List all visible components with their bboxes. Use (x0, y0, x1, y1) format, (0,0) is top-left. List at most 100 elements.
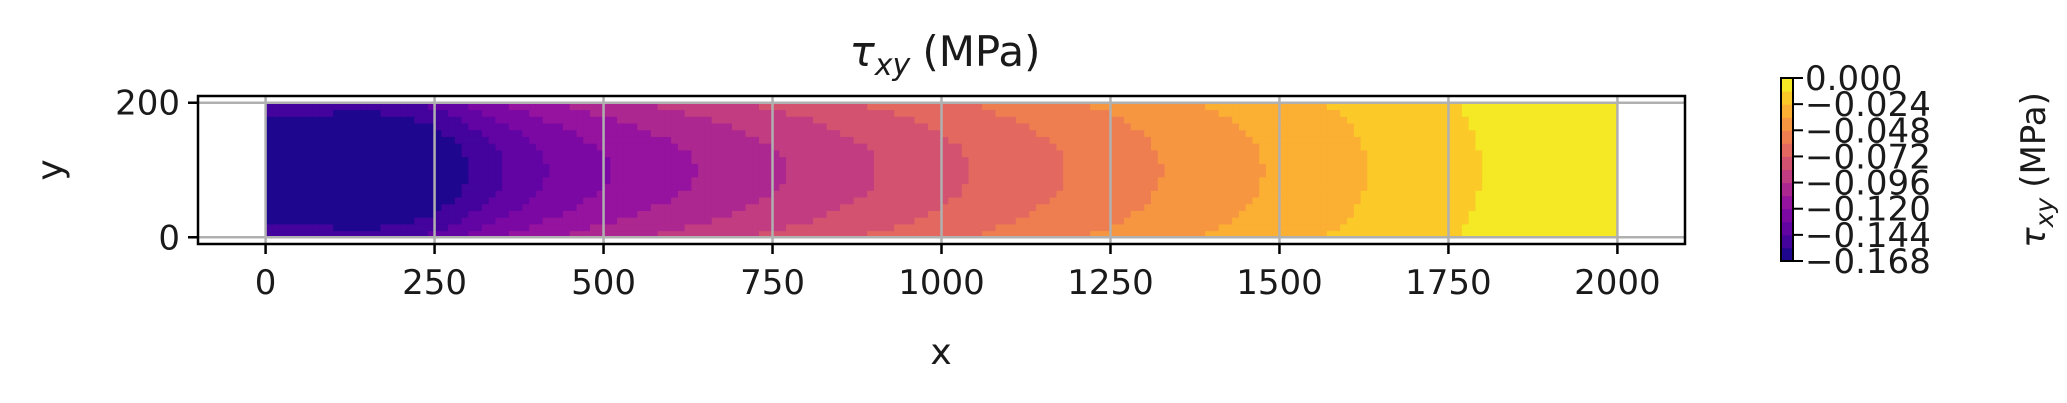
contour-cell (1123, 163, 1132, 171)
contour-cell (677, 136, 686, 144)
contour-cell (1380, 102, 1389, 111)
contour-cell (684, 223, 693, 232)
contour-cell (1049, 136, 1058, 144)
contour-cell (1360, 163, 1368, 171)
contour-cell (1353, 196, 1362, 205)
contour-cell (414, 203, 422, 211)
contour-cell (569, 129, 578, 137)
contour-cell (535, 190, 544, 198)
contour-cell (948, 196, 956, 205)
contour-cell (948, 190, 956, 198)
contour-cell (1211, 122, 1220, 131)
contour-cell (786, 203, 794, 211)
contour-cell (360, 143, 368, 151)
contour-cell (515, 210, 524, 218)
contour-cell (1549, 190, 1558, 198)
contour-cell (1110, 109, 1118, 117)
contour-cell (975, 102, 983, 111)
contour-cell (941, 217, 949, 225)
contour-cell (1482, 122, 1490, 131)
contour-cell (779, 183, 787, 191)
contour-cell (975, 183, 983, 191)
contour-cell (562, 149, 571, 158)
contour-cell (914, 217, 922, 225)
contour-cell (617, 129, 625, 137)
contour-cell (515, 203, 524, 211)
contour-cell (887, 129, 895, 137)
contour-cell (1448, 176, 1456, 185)
contour-cell (731, 196, 740, 205)
contour-cell (508, 176, 517, 185)
contour-cell (779, 156, 787, 164)
contour-cell (319, 149, 328, 158)
contour-cell (272, 223, 280, 232)
contour-cell (792, 176, 801, 185)
contour-cell (1421, 136, 1429, 144)
contour-cell (975, 196, 983, 205)
contour-cell (698, 210, 706, 218)
contour-cell (535, 196, 544, 205)
contour-cell (366, 109, 375, 117)
contour-cell (799, 183, 807, 191)
contour-cell (1049, 116, 1058, 124)
contour-cell (1367, 149, 1375, 158)
contour-cell (677, 129, 686, 137)
contour-cell (603, 196, 611, 205)
contour-cell (982, 176, 990, 185)
contour-cell (1468, 176, 1477, 185)
contour-cell (873, 163, 882, 171)
contour-cell (880, 122, 889, 131)
contour-cell (522, 223, 530, 232)
contour-cell (596, 223, 605, 232)
contour-cell (921, 230, 929, 238)
contour-cell (1252, 163, 1260, 171)
contour-cell (596, 129, 605, 137)
contour-cell (1184, 196, 1193, 205)
contour-cell (1421, 116, 1429, 124)
contour-cell (1211, 223, 1220, 232)
contour-cell (819, 210, 828, 218)
contour-cell (1306, 170, 1314, 178)
contour-cell (1049, 176, 1058, 185)
contour-cell (448, 122, 456, 131)
contour-cell (265, 217, 273, 225)
contour-cell (975, 230, 983, 238)
contour-cell (765, 109, 774, 117)
contour-cell (900, 102, 909, 111)
contour-cell (1171, 210, 1179, 218)
contour-cell (623, 170, 632, 178)
contour-cell (1610, 102, 1619, 111)
contour-cell (623, 122, 632, 131)
contour-cell (1522, 136, 1531, 144)
contour-cell (272, 203, 280, 211)
contour-cell (684, 190, 693, 198)
contour-cell (1178, 116, 1186, 124)
contour-cell (1488, 203, 1497, 211)
contour-cell (698, 217, 706, 225)
contour-cell (1259, 149, 1267, 158)
contour-cell (1326, 210, 1335, 218)
contour-cell (610, 102, 618, 111)
contour-cell (1570, 156, 1578, 164)
contour-cell (488, 183, 496, 191)
contour-cell (1320, 203, 1328, 211)
contour-cell (718, 176, 726, 185)
contour-cell (1475, 210, 1483, 218)
contour-cell (1218, 163, 1226, 171)
contour-cell (1137, 129, 1145, 137)
contour-cell (1441, 163, 1450, 171)
contour-cell (948, 129, 956, 137)
contour-cell (860, 196, 868, 205)
contour-cell (1448, 223, 1456, 232)
contour-cell (738, 176, 747, 185)
contour-cell (441, 223, 449, 232)
contour-cell (921, 163, 929, 171)
contour-cell (813, 170, 821, 178)
contour-cell (522, 102, 530, 111)
contour-cell (549, 143, 557, 151)
contour-cell (1292, 183, 1301, 191)
contour-cell (664, 116, 672, 124)
contour-cell (1002, 230, 1010, 238)
contour-cell (1374, 163, 1382, 171)
contour-cell (1407, 129, 1416, 137)
